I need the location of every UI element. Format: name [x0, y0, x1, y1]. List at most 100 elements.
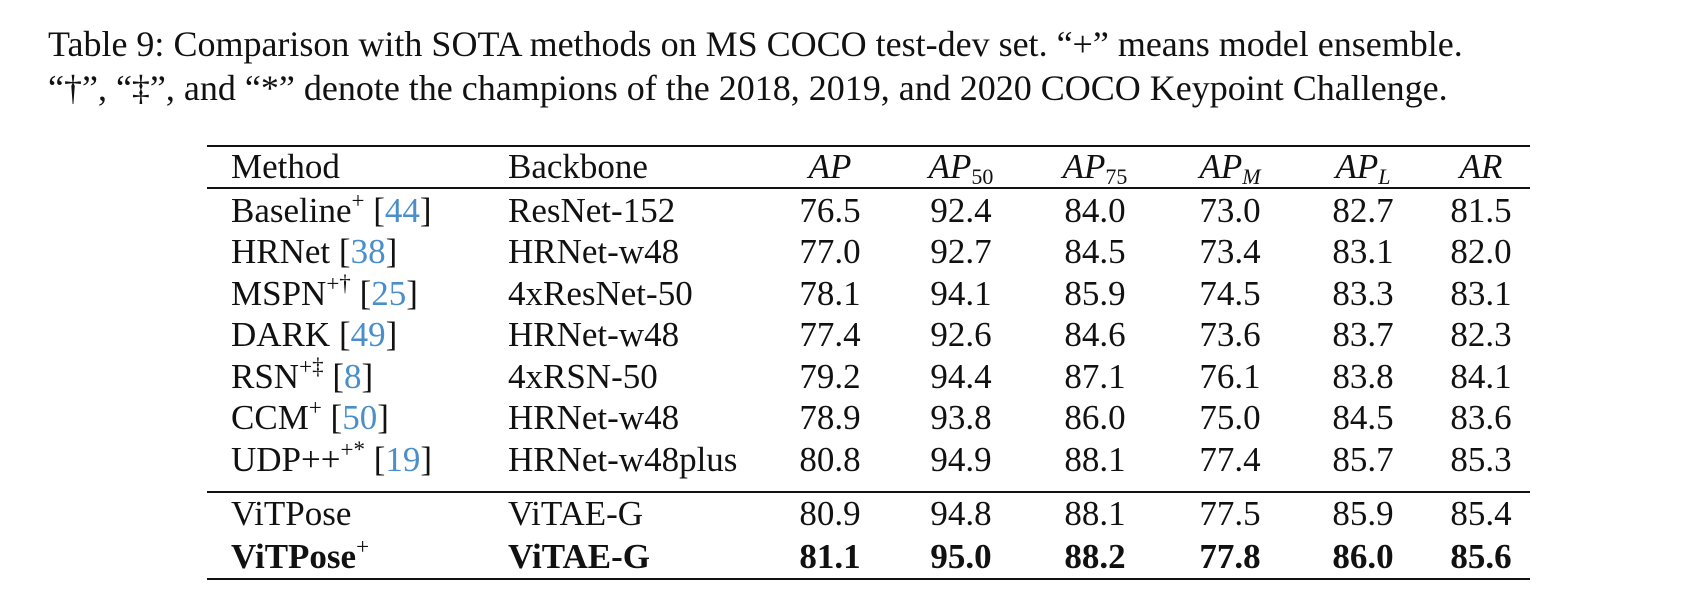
method-marks: +‡ [299, 354, 324, 379]
cell-apm: 73.4 [1199, 232, 1261, 271]
cell-apm: 75.0 [1199, 398, 1261, 437]
cell-apl: 82.7 [1332, 191, 1394, 230]
cell-method: HRNet [38] [231, 232, 398, 271]
citation-link[interactable]: 19 [385, 440, 421, 479]
cell-ap75: 85.9 [1064, 274, 1126, 313]
cell-ar: 82.3 [1450, 315, 1512, 354]
cell-ap50: 92.6 [930, 315, 992, 354]
cell-ap50: 94.9 [930, 440, 992, 479]
cell-ap75: 86.0 [1064, 398, 1126, 437]
cell-method: MSPN+† [25] [231, 271, 418, 313]
cell-backbone: ResNet-152 [508, 191, 676, 230]
cell-apm: 77.4 [1199, 440, 1261, 479]
header-apl: APL [1335, 147, 1391, 189]
table-row: Baseline+ [44] ResNet-152 76.5 92.4 84.0 73.0… [207, 189, 1530, 232]
citation-link[interactable]: 49 [350, 315, 386, 354]
cell-ap75: 84.5 [1064, 232, 1126, 271]
cell-ar: 83.1 [1450, 274, 1512, 313]
cell-ap: 80.8 [799, 440, 861, 479]
cell-apl: 85.9 [1332, 494, 1394, 533]
cell-ar: 81.5 [1450, 191, 1512, 230]
header-ap75: AP75 [1062, 147, 1128, 189]
cell-method: RSN+‡ [8] [231, 354, 374, 396]
citation-link[interactable]: 50 [342, 398, 378, 437]
cell-apm: 73.6 [1199, 315, 1261, 354]
cell-ap: 77.4 [799, 315, 861, 354]
cell-ar: 84.1 [1450, 357, 1512, 396]
cell-ar: 85.3 [1450, 440, 1512, 479]
header-backbone: Backbone [508, 147, 648, 186]
cell-ap: 77.0 [799, 232, 861, 271]
cell-apl: 86.0 [1332, 537, 1394, 576]
cell-method: UDP+++* [19] [231, 437, 433, 479]
cell-ap50: 94.8 [930, 494, 992, 533]
cell-backbone: HRNet-w48 [508, 398, 680, 437]
cell-backbone: HRNet-w48 [508, 315, 680, 354]
cell-method: ViTPose [231, 494, 352, 533]
cell-backbone: ViTAE-G [508, 537, 650, 576]
table-header-rule [207, 187, 1530, 189]
cell-apm: 77.8 [1199, 537, 1261, 576]
cell-ap: 81.1 [799, 537, 861, 576]
cell-method: ViTPose+ [231, 534, 370, 576]
method-marks: + [356, 534, 370, 559]
cell-ap75: 88.2 [1064, 537, 1126, 576]
citation-link[interactable]: 8 [343, 357, 362, 396]
table-row: ViTPose+ ViTAE-G 81.1 95.0 88.2 77.8 86.0 85.6 [207, 535, 1530, 578]
cell-method: DARK [49] [231, 315, 398, 354]
cell-method: CCM+ [50] [231, 395, 389, 437]
method-marks: +† [326, 271, 351, 296]
caption-line-2: “†”, “‡”, and “*” denote the champions o… [48, 68, 1448, 108]
cell-apl: 83.3 [1332, 274, 1394, 313]
table-row: UDP+++* [19] HRNet-w48plus 80.8 94.9 88.1 77.… [207, 438, 1530, 481]
table-group-rule [207, 491, 1530, 493]
cell-ap50: 92.4 [930, 191, 992, 230]
citation-link[interactable]: 44 [384, 191, 420, 230]
table-bottom-rule [207, 578, 1530, 580]
cell-ap: 78.1 [799, 274, 861, 313]
table-row: ViTPose ViTAE-G 80.9 94.8 88.1 77.5 85.9 85.4 [207, 492, 1530, 535]
cell-ap50: 94.1 [930, 274, 992, 313]
cell-ap50: 95.0 [930, 537, 992, 576]
table-header-row: Method Backbone AP AP50 AP75 APM APL AR [207, 145, 1530, 188]
citation-link[interactable]: 25 [371, 274, 407, 313]
cell-ap: 76.5 [799, 191, 861, 230]
cell-ap75: 84.6 [1064, 315, 1126, 354]
cell-ap50: 94.4 [930, 357, 992, 396]
header-apm: APM [1199, 147, 1261, 189]
cell-ar: 82.0 [1450, 232, 1512, 271]
cell-backbone: 4xRSN-50 [508, 357, 658, 396]
method-marks: + [308, 395, 322, 420]
cell-apl: 83.1 [1332, 232, 1394, 271]
table-row: DARK [49] HRNet-w48 77.4 92.6 84.6 73.6 83.7 82… [207, 313, 1530, 356]
cell-apl: 84.5 [1332, 398, 1394, 437]
cell-backbone: ViTAE-G [508, 494, 644, 533]
cell-apm: 73.0 [1199, 191, 1261, 230]
table-row: RSN+‡ [8] 4xRSN-50 79.2 94.4 87.1 76.1 83.8 84.… [207, 355, 1530, 398]
method-marks: +* [340, 437, 365, 462]
cell-ap75: 87.1 [1064, 357, 1126, 396]
cell-apl: 83.7 [1332, 315, 1394, 354]
table-row: MSPN+† [25] 4xResNet-50 78.1 94.1 85.9 74.5 83… [207, 272, 1530, 315]
cell-backbone: 4xResNet-50 [508, 274, 693, 313]
header-method: Method [231, 147, 340, 186]
method-marks: + [351, 188, 365, 213]
citation-link[interactable]: 38 [350, 232, 386, 271]
cell-apm: 77.5 [1199, 494, 1261, 533]
cell-ap: 80.9 [799, 494, 861, 533]
cell-ap75: 84.0 [1064, 191, 1126, 230]
cell-backbone: HRNet-w48plus [508, 440, 738, 479]
cell-backbone: HRNet-w48 [508, 232, 680, 271]
cell-method: Baseline+ [44] [231, 188, 432, 230]
cell-ap75: 88.1 [1064, 440, 1126, 479]
cell-apm: 74.5 [1199, 274, 1261, 313]
header-ap: AP [808, 147, 852, 186]
cell-apl: 85.7 [1332, 440, 1394, 479]
header-ar: AR [1459, 147, 1503, 186]
header-ap50: AP50 [928, 147, 994, 189]
results-table: Method Backbone AP AP50 AP75 APM APL AR … [207, 145, 1530, 581]
caption-line-1: Table 9: Comparison with SOTA methods on… [48, 24, 1463, 64]
table-top-rule [207, 145, 1530, 147]
table-caption: Table 9: Comparison with SOTA methods on… [48, 22, 1688, 110]
cell-apm: 76.1 [1199, 357, 1261, 396]
